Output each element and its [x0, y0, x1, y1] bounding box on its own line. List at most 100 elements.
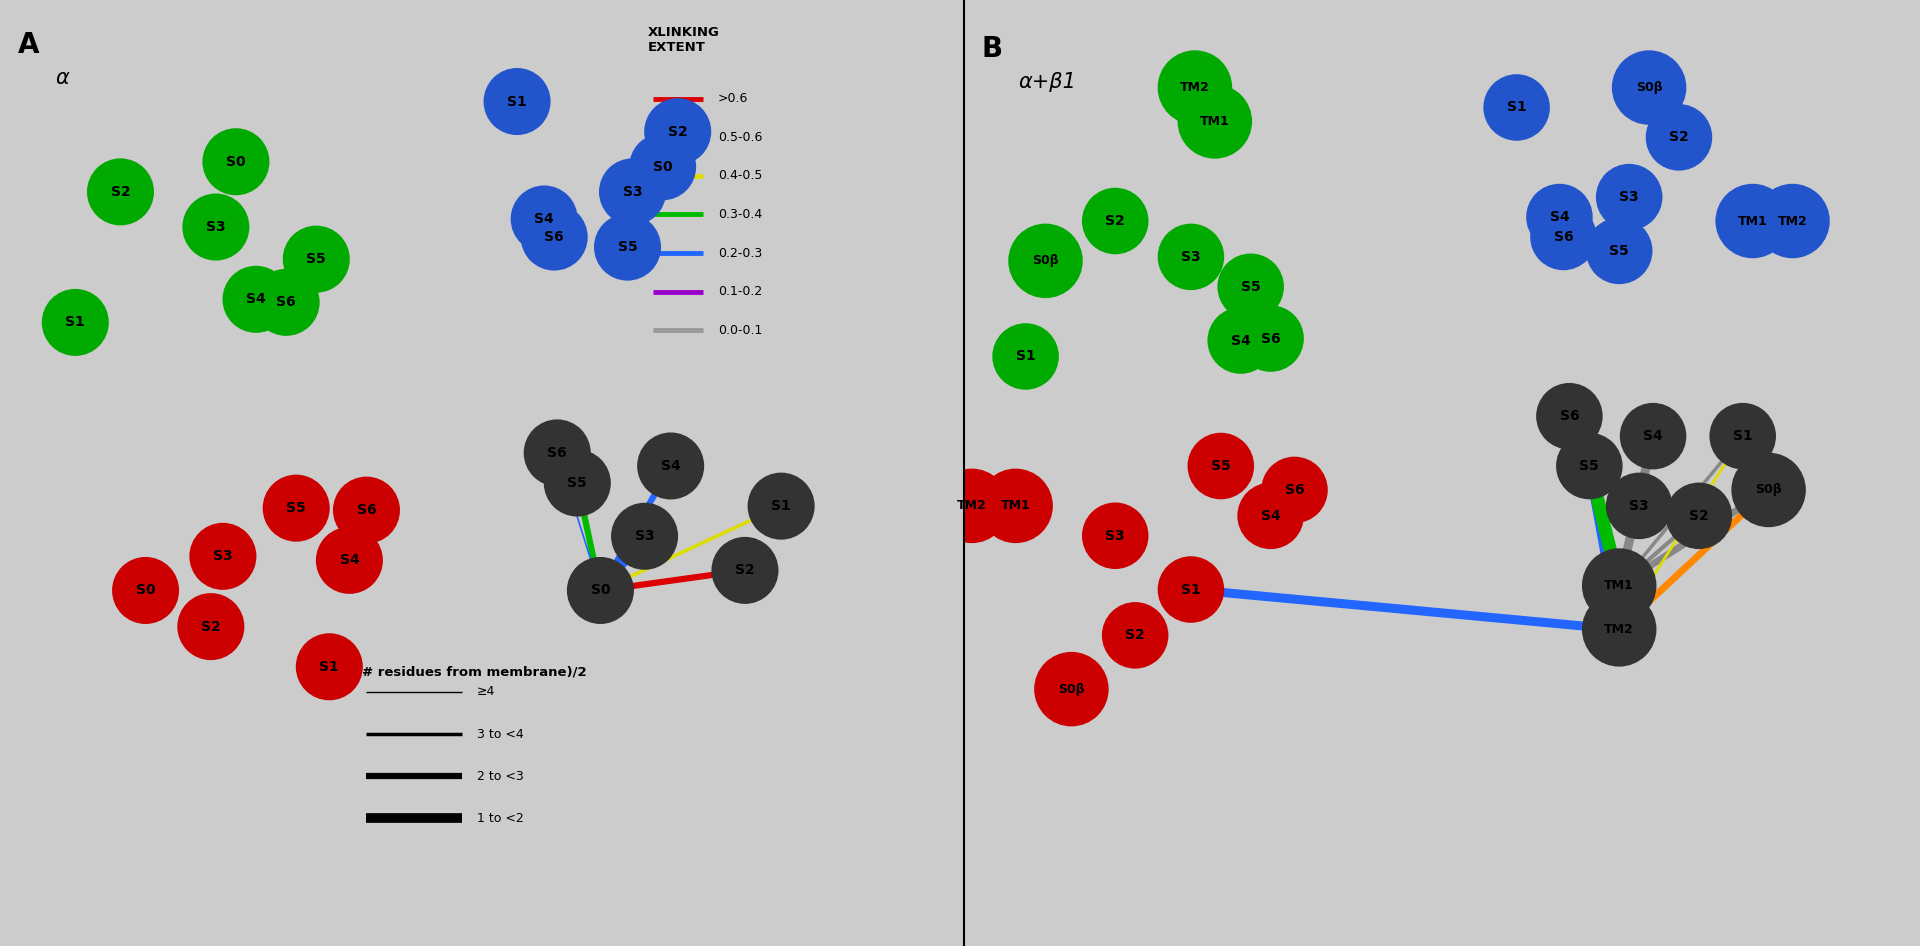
- Text: S2: S2: [111, 184, 131, 199]
- Circle shape: [995, 324, 1058, 389]
- Circle shape: [1732, 454, 1805, 526]
- Text: TM2: TM2: [1605, 622, 1634, 636]
- Circle shape: [204, 130, 269, 194]
- Text: S0β: S0β: [1755, 483, 1782, 497]
- Circle shape: [1620, 404, 1686, 468]
- Circle shape: [935, 470, 1008, 542]
- Text: 0.3-0.4: 0.3-0.4: [718, 208, 762, 221]
- Text: S0: S0: [591, 584, 611, 598]
- Text: S5: S5: [618, 240, 637, 254]
- Text: S4: S4: [1644, 429, 1663, 443]
- Text: 2 to <3: 2 to <3: [476, 770, 524, 782]
- Text: S5: S5: [1240, 280, 1261, 294]
- Circle shape: [225, 267, 288, 331]
- Text: S4: S4: [1231, 334, 1250, 347]
- Circle shape: [979, 470, 1052, 542]
- Circle shape: [524, 421, 589, 485]
- Circle shape: [1538, 384, 1601, 448]
- Text: B: B: [981, 35, 1002, 62]
- Text: S4: S4: [1549, 210, 1569, 224]
- Text: S4: S4: [1261, 509, 1281, 523]
- Text: S6: S6: [1559, 410, 1580, 423]
- Circle shape: [601, 160, 664, 224]
- Text: >0.6: >0.6: [718, 92, 749, 105]
- Text: S2: S2: [668, 125, 687, 139]
- Circle shape: [1035, 654, 1108, 725]
- Circle shape: [113, 558, 179, 622]
- Text: S4: S4: [340, 553, 359, 568]
- Text: TM2: TM2: [1778, 215, 1807, 227]
- Circle shape: [513, 187, 576, 251]
- Text: S6: S6: [1284, 482, 1304, 497]
- Text: 0.1-0.2: 0.1-0.2: [718, 286, 762, 298]
- Circle shape: [179, 594, 244, 658]
- Text: S1: S1: [1734, 429, 1753, 443]
- Circle shape: [1160, 52, 1231, 123]
- Circle shape: [630, 134, 695, 199]
- Circle shape: [1647, 105, 1711, 169]
- Text: S1: S1: [1181, 583, 1200, 597]
- Text: α+β1: α+β1: [1020, 72, 1077, 92]
- Text: A: A: [17, 31, 40, 60]
- Text: 0.4-0.5: 0.4-0.5: [718, 169, 762, 183]
- Text: S0: S0: [227, 155, 246, 168]
- Text: S3: S3: [1181, 250, 1200, 264]
- Circle shape: [1716, 185, 1789, 257]
- Circle shape: [1557, 434, 1620, 498]
- Circle shape: [1238, 307, 1302, 371]
- Text: S0β: S0β: [1058, 683, 1085, 695]
- Text: S0: S0: [653, 160, 672, 174]
- Text: S3: S3: [1106, 529, 1125, 543]
- Text: TM1: TM1: [1738, 215, 1768, 227]
- Circle shape: [1528, 185, 1592, 249]
- Text: S3: S3: [205, 220, 227, 234]
- Circle shape: [265, 476, 328, 540]
- Circle shape: [1584, 593, 1655, 665]
- Text: S3: S3: [636, 529, 655, 543]
- Text: S6: S6: [545, 230, 564, 244]
- Text: 0.0-0.1: 0.0-0.1: [718, 324, 762, 337]
- Circle shape: [639, 434, 703, 499]
- Circle shape: [1104, 604, 1167, 667]
- Circle shape: [568, 558, 632, 622]
- Circle shape: [1597, 166, 1661, 229]
- Text: TM2: TM2: [956, 499, 987, 513]
- Text: S2: S2: [1125, 628, 1144, 642]
- Text: S6: S6: [1553, 230, 1572, 244]
- Text: 1 to <2: 1 to <2: [476, 812, 524, 825]
- Circle shape: [334, 478, 399, 542]
- Circle shape: [298, 635, 361, 699]
- Text: S0β: S0β: [1636, 81, 1663, 94]
- Circle shape: [1210, 308, 1273, 373]
- Text: S1: S1: [65, 315, 84, 329]
- Circle shape: [1711, 404, 1774, 468]
- Text: S5: S5: [1609, 244, 1628, 258]
- Text: S5: S5: [568, 476, 588, 490]
- Circle shape: [284, 227, 348, 291]
- Text: 0.2-0.3: 0.2-0.3: [718, 247, 762, 259]
- Text: S2: S2: [1690, 509, 1709, 523]
- Circle shape: [1607, 474, 1670, 537]
- Circle shape: [190, 524, 255, 588]
- Circle shape: [1160, 225, 1223, 289]
- Text: (# residues from membrane)/2: (# residues from membrane)/2: [357, 666, 588, 679]
- Text: TM1: TM1: [1000, 499, 1031, 513]
- Text: S4: S4: [534, 212, 555, 226]
- Text: TM1: TM1: [1200, 114, 1229, 128]
- Text: S1: S1: [1507, 100, 1526, 114]
- Text: S6: S6: [1261, 331, 1281, 345]
- Circle shape: [1083, 189, 1146, 253]
- Text: S4: S4: [246, 292, 265, 307]
- Text: S1: S1: [1016, 349, 1035, 363]
- Text: S2: S2: [202, 620, 221, 634]
- Circle shape: [1179, 85, 1250, 157]
- Circle shape: [749, 474, 814, 538]
- Circle shape: [1588, 219, 1651, 283]
- Text: S1: S1: [319, 659, 340, 674]
- Text: S6: S6: [547, 446, 566, 460]
- Text: TM1: TM1: [1605, 579, 1634, 592]
- Circle shape: [1219, 254, 1283, 319]
- Text: S3: S3: [622, 184, 643, 199]
- Circle shape: [712, 538, 778, 603]
- Circle shape: [1667, 484, 1730, 548]
